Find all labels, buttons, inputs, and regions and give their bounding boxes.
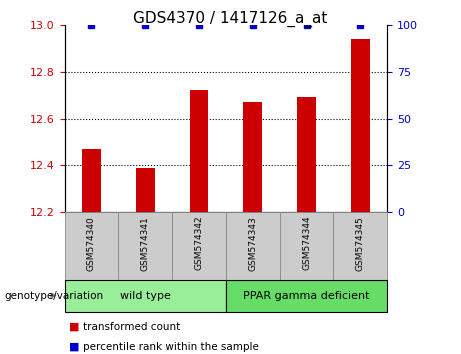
- Text: genotype/variation: genotype/variation: [5, 291, 104, 301]
- Text: PPAR gamma deficient: PPAR gamma deficient: [243, 291, 370, 301]
- Text: GSM574343: GSM574343: [248, 216, 257, 270]
- Bar: [243, 102, 262, 212]
- Text: transformed count: transformed count: [83, 322, 180, 332]
- Bar: [136, 168, 154, 212]
- Text: GSM574341: GSM574341: [141, 216, 150, 270]
- Bar: [226, 212, 280, 280]
- Bar: [226, 280, 387, 312]
- Bar: [172, 212, 226, 280]
- Bar: [189, 90, 208, 212]
- Bar: [65, 212, 118, 280]
- Text: GSM574342: GSM574342: [195, 216, 203, 270]
- Bar: [65, 280, 226, 312]
- Bar: [333, 212, 387, 280]
- Bar: [280, 212, 333, 280]
- Text: ■: ■: [69, 342, 80, 352]
- Bar: [118, 212, 172, 280]
- Text: GSM574345: GSM574345: [356, 216, 365, 270]
- Text: wild type: wild type: [120, 291, 171, 301]
- Text: percentile rank within the sample: percentile rank within the sample: [83, 342, 259, 352]
- Text: GDS4370 / 1417126_a_at: GDS4370 / 1417126_a_at: [133, 11, 328, 27]
- Bar: [297, 97, 316, 212]
- Bar: [351, 39, 370, 212]
- Text: GSM574344: GSM574344: [302, 216, 311, 270]
- Text: GSM574340: GSM574340: [87, 216, 96, 270]
- Bar: [82, 149, 101, 212]
- Text: ■: ■: [69, 322, 80, 332]
